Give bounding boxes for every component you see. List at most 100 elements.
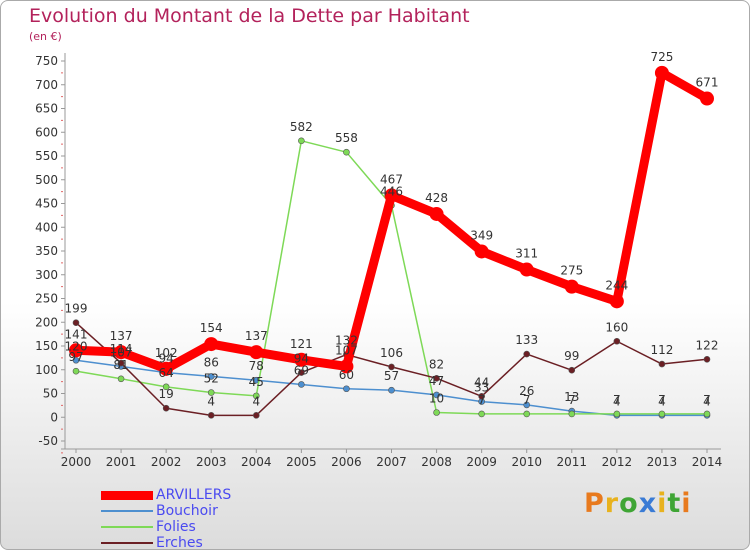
data-point-arvillers — [204, 337, 219, 352]
data-label-bouchoir: 107 — [110, 345, 133, 359]
data-point-erches — [433, 374, 440, 382]
data-point-erches — [658, 360, 666, 368]
data-point-arvillers — [114, 345, 129, 360]
y-tick-label: 250 — [35, 292, 58, 306]
legend-swatch — [101, 510, 153, 512]
data-label-folies: 52 — [204, 372, 219, 386]
data-label-erches: 82 — [429, 357, 444, 371]
data-point-arvillers — [519, 262, 534, 277]
data-label-bouchoir: 13 — [564, 390, 579, 404]
data-label-folies: 446 — [380, 184, 403, 198]
data-label-bouchoir: 47 — [429, 374, 444, 388]
data-point-folies — [658, 410, 666, 418]
x-tick-label: 2012 — [602, 455, 633, 469]
x-tick-label: 2007 — [376, 455, 407, 469]
data-label-folies: 558 — [335, 131, 358, 145]
x-tick-label: 2000 — [61, 455, 92, 469]
data-label-erches: 4 — [252, 394, 260, 408]
y-tick-label: 150 — [35, 339, 58, 353]
chart-title: Evolution du Montant de la Dette par Hab… — [29, 5, 470, 27]
data-label-folies: 7 — [613, 393, 621, 407]
data-point-arvillers — [700, 91, 714, 106]
data-point-arvillers — [429, 206, 444, 221]
data-label-bouchoir: 33 — [474, 381, 489, 395]
data-point-bouchoir — [207, 373, 215, 380]
y-tick-label: -50 — [38, 434, 58, 448]
x-tick-label: 2004 — [241, 455, 272, 469]
data-label-arvillers: 311 — [515, 247, 538, 261]
data-point-folies — [252, 392, 260, 400]
data-label-bouchoir: 4 — [613, 394, 621, 408]
y-tick-label: 50 — [43, 387, 58, 401]
data-label-arvillers: 137 — [110, 329, 133, 343]
data-label-erches: 132 — [335, 334, 358, 348]
x-tick-label: 2001 — [106, 455, 137, 469]
data-point-arvillers — [564, 279, 579, 294]
logo-letter: t — [667, 488, 682, 519]
data-point-erches — [252, 412, 260, 419]
y-tick-label: 700 — [35, 78, 58, 92]
data-point-erches — [162, 404, 170, 412]
y-tick-label: 550 — [35, 149, 58, 163]
legend-label: Erches — [156, 535, 203, 550]
data-point-folies — [478, 410, 485, 418]
data-label-folies: 7 — [703, 393, 711, 407]
x-tick-label: 2005 — [286, 455, 317, 469]
legend-label: Folies — [156, 519, 196, 535]
legend-label: Bouchoir — [156, 503, 218, 519]
data-point-folies — [523, 410, 531, 418]
y-tick-label: 750 — [35, 54, 58, 68]
logo-letter: o — [619, 488, 639, 519]
data-label-arvillers: 725 — [650, 50, 673, 64]
data-label-folies: 64 — [159, 366, 174, 380]
data-point-folies — [72, 367, 80, 375]
data-label-arvillers: 467 — [380, 172, 403, 186]
legend-label: ARVILLERS — [156, 487, 232, 503]
logo-letter: i — [681, 488, 692, 519]
y-tick-label: 0 — [50, 410, 58, 424]
data-point-arvillers — [609, 294, 624, 309]
data-point-folies — [703, 410, 711, 418]
data-point-erches — [388, 363, 395, 371]
data-point-erches — [613, 337, 621, 345]
data-label-folies: 7 — [568, 393, 576, 407]
data-label-arvillers: 141 — [65, 327, 88, 341]
data-label-erches: 4 — [207, 394, 215, 408]
data-point-arvillers — [294, 352, 309, 367]
logo-letter: i — [657, 488, 668, 519]
x-tick-label: 2010 — [511, 455, 542, 469]
data-label-erches: 44 — [474, 375, 489, 389]
y-tick-label: 450 — [35, 197, 58, 211]
data-label-arvillers: 137 — [245, 329, 268, 343]
data-label-erches: 199 — [65, 302, 88, 316]
data-point-bouchoir — [433, 391, 440, 399]
data-label-erches: 122 — [696, 338, 719, 352]
data-point-folies — [343, 148, 350, 156]
y-tick-label: 650 — [35, 102, 58, 116]
data-point-erches — [72, 319, 80, 327]
data-label-folies: 7 — [478, 393, 486, 407]
data-point-erches — [117, 359, 125, 367]
data-label-folies: 10 — [429, 392, 444, 406]
data-label-erches: 160 — [605, 320, 628, 334]
data-label-folies: 81 — [113, 358, 128, 372]
data-point-folies — [433, 409, 440, 416]
data-point-erches — [207, 412, 215, 419]
y-tick-label: 300 — [35, 268, 58, 282]
data-label-erches: 94 — [294, 352, 309, 366]
data-label-bouchoir: 4 — [703, 394, 711, 408]
data-point-folies — [117, 375, 125, 383]
data-label-arvillers: 428 — [425, 191, 448, 205]
data-label-erches: 133 — [515, 333, 538, 347]
x-tick-label: 2011 — [557, 455, 588, 469]
data-point-folies — [207, 389, 215, 396]
data-label-folies: 7 — [523, 393, 531, 407]
data-point-erches — [703, 355, 711, 363]
x-tick-label: 2008 — [421, 455, 452, 469]
y-tick-label: 100 — [35, 363, 58, 377]
data-label-erches: 99 — [564, 349, 579, 363]
data-point-bouchoir — [343, 385, 350, 393]
y-tick-label: 200 — [35, 315, 58, 329]
data-label-bouchoir: 94 — [159, 352, 174, 366]
